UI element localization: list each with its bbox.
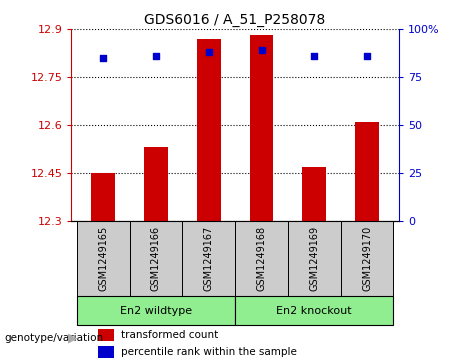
- Point: [152, 53, 160, 59]
- Bar: [355, 122, 379, 221]
- Text: GSM1249170: GSM1249170: [362, 226, 372, 291]
- Point: [363, 53, 371, 59]
- Title: GDS6016 / A_51_P258078: GDS6016 / A_51_P258078: [144, 13, 326, 26]
- Bar: [144, 147, 168, 221]
- Bar: [130, 221, 182, 296]
- Bar: [341, 221, 394, 296]
- Text: GSM1249165: GSM1249165: [98, 226, 108, 291]
- Bar: [235, 221, 288, 296]
- Bar: [91, 173, 115, 221]
- Text: GSM1249167: GSM1249167: [204, 226, 214, 291]
- Bar: [302, 167, 326, 221]
- Text: En2 knockout: En2 knockout: [277, 306, 352, 316]
- Point: [258, 47, 265, 53]
- Text: En2 wildtype: En2 wildtype: [120, 306, 192, 316]
- Bar: [197, 38, 221, 221]
- Bar: [288, 221, 341, 296]
- Text: GSM1249166: GSM1249166: [151, 226, 161, 291]
- Text: genotype/variation: genotype/variation: [5, 333, 104, 343]
- Point: [205, 49, 213, 55]
- Text: GSM1249169: GSM1249169: [309, 226, 319, 291]
- Point: [100, 55, 107, 61]
- Bar: [182, 221, 235, 296]
- Text: GSM1249168: GSM1249168: [256, 226, 266, 291]
- Bar: [98, 329, 114, 340]
- Text: transformed count: transformed count: [121, 330, 218, 340]
- Bar: [235, 296, 394, 325]
- Bar: [98, 346, 114, 358]
- Bar: [249, 36, 273, 221]
- Bar: [77, 296, 235, 325]
- Point: [311, 53, 318, 59]
- Text: ▶: ▶: [68, 332, 77, 345]
- Bar: [77, 221, 130, 296]
- Text: percentile rank within the sample: percentile rank within the sample: [121, 347, 296, 357]
